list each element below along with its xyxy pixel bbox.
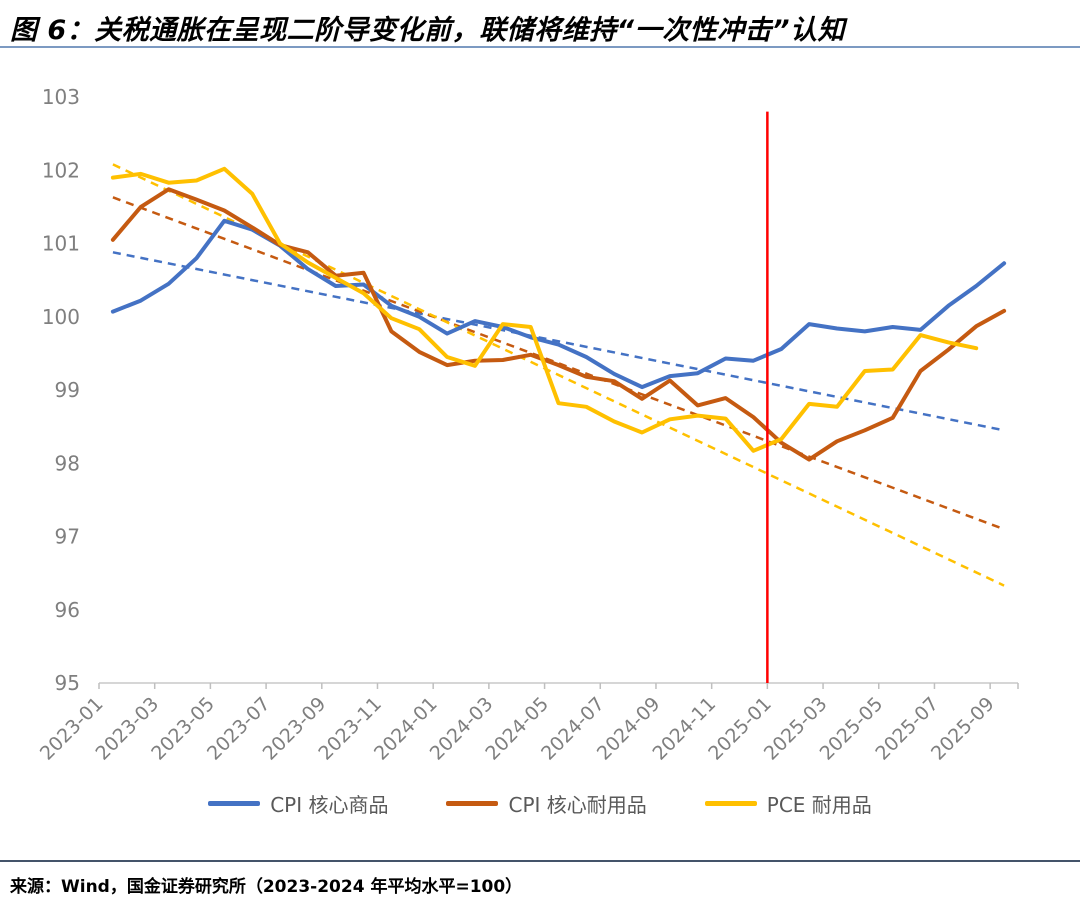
legend-item-pce-durables: PCE 耐用品 [704, 789, 872, 818]
chart-legend: CPI 核心商品 CPI 核心耐用品 PCE 耐用品 [0, 789, 1080, 818]
y-tick-label: 98 [55, 451, 80, 475]
y-tick-label: 101 [42, 232, 80, 256]
figure-title: 图 6：关税通胀在呈现二阶导变化前，联储将维持“一次性冲击”认知 [10, 15, 845, 46]
y-tick-label: 95 [55, 671, 80, 695]
y-tick-label: 102 [42, 158, 80, 182]
title-rule [0, 46, 1080, 48]
y-tick-label: 100 [42, 305, 80, 329]
legend-marker-cpi-core-goods [208, 801, 261, 806]
series-line-cpi-core-durables [110, 187, 1007, 462]
y-tick-label: 99 [55, 378, 80, 402]
series-line-cpi-core-goods [110, 218, 1007, 390]
legend-item-cpi-core-goods: CPI 核心商品 [208, 789, 388, 818]
series-line-pce-durables [110, 166, 979, 453]
y-tick-label: 96 [55, 598, 80, 622]
trendline-cpi-core-goods [112, 251, 1005, 432]
legend-marker-cpi-core-durables [446, 801, 499, 806]
y-tick-label: 97 [55, 525, 80, 549]
legend-label-cpi-core-durables: CPI 核心耐用品 [508, 793, 647, 817]
legend-label-pce-durables: PCE 耐用品 [766, 793, 872, 817]
source-rule [0, 860, 1080, 862]
y-tick-label: 103 [42, 85, 80, 109]
trendline-cpi-core-durables [112, 196, 1005, 531]
legend-item-cpi-core-durables: CPI 核心耐用品 [446, 789, 647, 818]
legend-label-cpi-core-goods: CPI 核心商品 [270, 793, 389, 817]
legend-marker-pce-durables [704, 801, 757, 806]
trendline-pce-durables [112, 163, 1005, 587]
source-note: 来源：Wind，国金证券研究所（2023-2024 年平均水平=100） [10, 877, 523, 897]
